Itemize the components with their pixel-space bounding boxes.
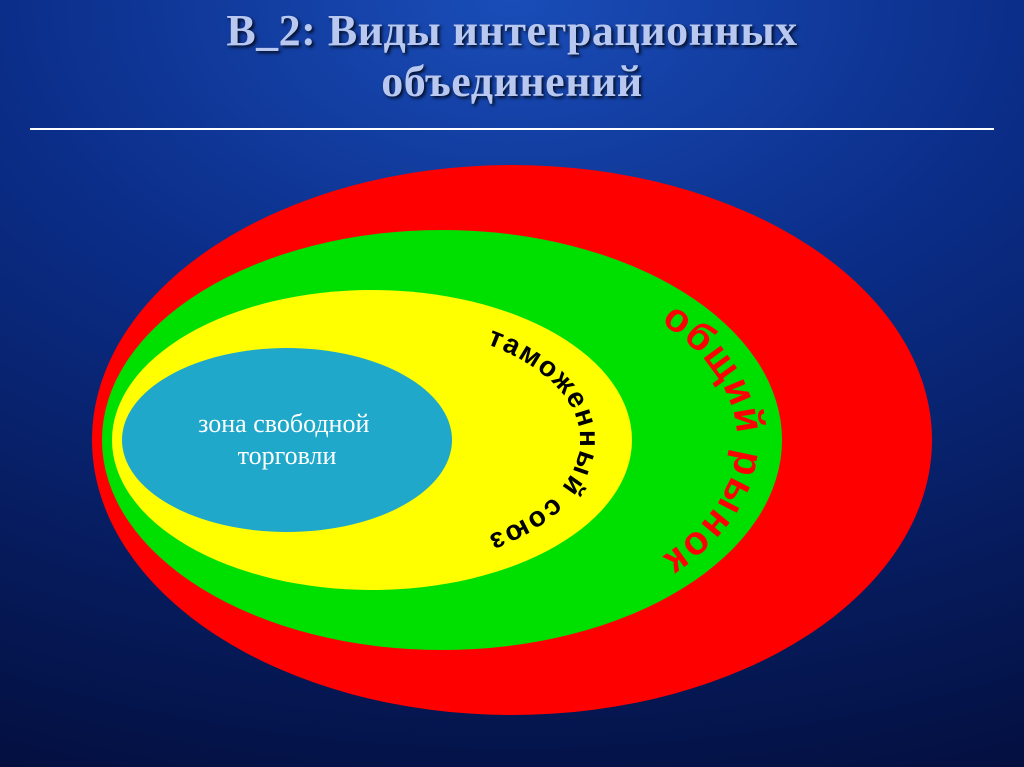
- title-line-1: В_2: Виды интеграционных: [226, 6, 797, 55]
- title-line-2: объединений: [381, 57, 643, 106]
- slide-title: В_2: Виды интеграционных объединений: [0, 6, 1024, 107]
- slide: В_2: Виды интеграционных объединений зон…: [0, 0, 1024, 767]
- label-ftz-line2: торговли: [238, 441, 337, 470]
- nested-ellipse-diagram: зона свободной торговли таможенный союз …: [72, 160, 952, 720]
- title-underline: [30, 128, 994, 130]
- ring-free-trade-zone: [122, 348, 452, 532]
- label-ftz-line1: зона свободной: [198, 409, 369, 438]
